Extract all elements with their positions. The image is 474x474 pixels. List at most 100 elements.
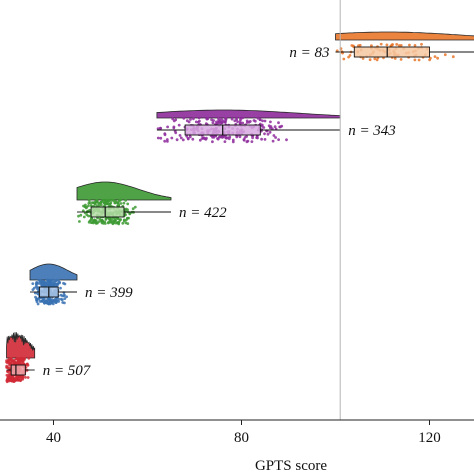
data-point [211,121,215,125]
data-point [18,357,22,361]
data-point [270,127,274,131]
data-point [43,301,46,305]
data-point [221,135,225,139]
data-point [218,135,222,139]
data-point [263,132,266,136]
data-point [6,366,10,370]
data-point [217,117,221,121]
data-point [95,221,99,225]
data-point [165,138,169,141]
data-point [172,119,176,123]
data-point [13,361,17,365]
data-point [100,219,104,222]
data-point [22,362,26,366]
data-point [230,117,234,121]
data-point [280,124,284,128]
data-point [216,137,220,141]
data-point [124,199,127,202]
data-point [241,121,245,125]
data-point [268,130,272,134]
data-point [37,297,41,301]
data-point [6,376,10,380]
data-point [89,221,93,225]
data-point [197,116,201,120]
data-point [116,204,120,208]
data-point [119,198,122,202]
data-point [133,205,137,209]
data-point [131,207,135,211]
data-point [335,49,339,53]
data-point [182,116,186,120]
data-point [116,201,119,205]
data-point [78,220,81,223]
data-point [34,295,37,299]
data-point [391,43,394,46]
data-point [231,140,235,144]
data-point [79,213,83,217]
data-point [37,282,41,285]
data-point [114,221,118,225]
data-point [158,126,162,130]
data-point [38,300,42,303]
data-point [202,136,205,140]
data-point [63,297,67,300]
data-point [84,203,87,207]
data-point [5,373,9,377]
data-point [342,57,346,61]
data-point [41,281,44,285]
data-point [260,137,263,141]
data-point [122,201,126,205]
group-2: n = 422 [76,181,227,226]
data-point [272,134,276,137]
data-point [87,201,91,205]
data-point [114,201,117,205]
data-point [119,218,122,221]
data-point [413,44,417,47]
data-point [245,121,249,124]
box [353,46,430,58]
data-point [51,283,55,286]
x-axis-ticks: 40 80 120 [46,420,441,446]
data-point [61,301,65,304]
data-point [217,121,220,125]
data-point [198,119,201,123]
data-point [191,137,195,141]
data-point [223,140,227,144]
data-point [277,138,280,142]
data-point [192,117,195,121]
data-point [104,217,108,221]
data-point [451,55,455,59]
data-point [55,282,59,286]
data-point [235,135,239,139]
n-label: n = 422 [179,205,227,221]
data-point [17,377,21,380]
data-point [6,370,9,373]
data-point [26,376,30,379]
data-point [54,301,58,304]
data-point [285,138,288,142]
group-0: n = 83 [289,31,474,62]
data-point [111,219,114,222]
data-point [156,127,160,130]
data-point [25,362,29,366]
data-point [31,282,35,285]
data-point [194,120,198,124]
data-point [163,133,167,137]
data-point [368,58,372,62]
data-point [271,139,275,143]
data-point [204,122,208,125]
data-point [5,359,8,362]
data-point [59,297,63,301]
data-point [358,43,362,47]
data-point [81,209,85,213]
data-point [22,358,26,362]
data-point [46,300,50,304]
data-point [107,220,111,224]
data-point [55,299,59,302]
data-point [211,135,214,139]
data-point [106,200,109,204]
data-point [13,377,17,380]
data-point [36,302,40,306]
data-point [10,379,14,383]
data-point [198,138,202,142]
